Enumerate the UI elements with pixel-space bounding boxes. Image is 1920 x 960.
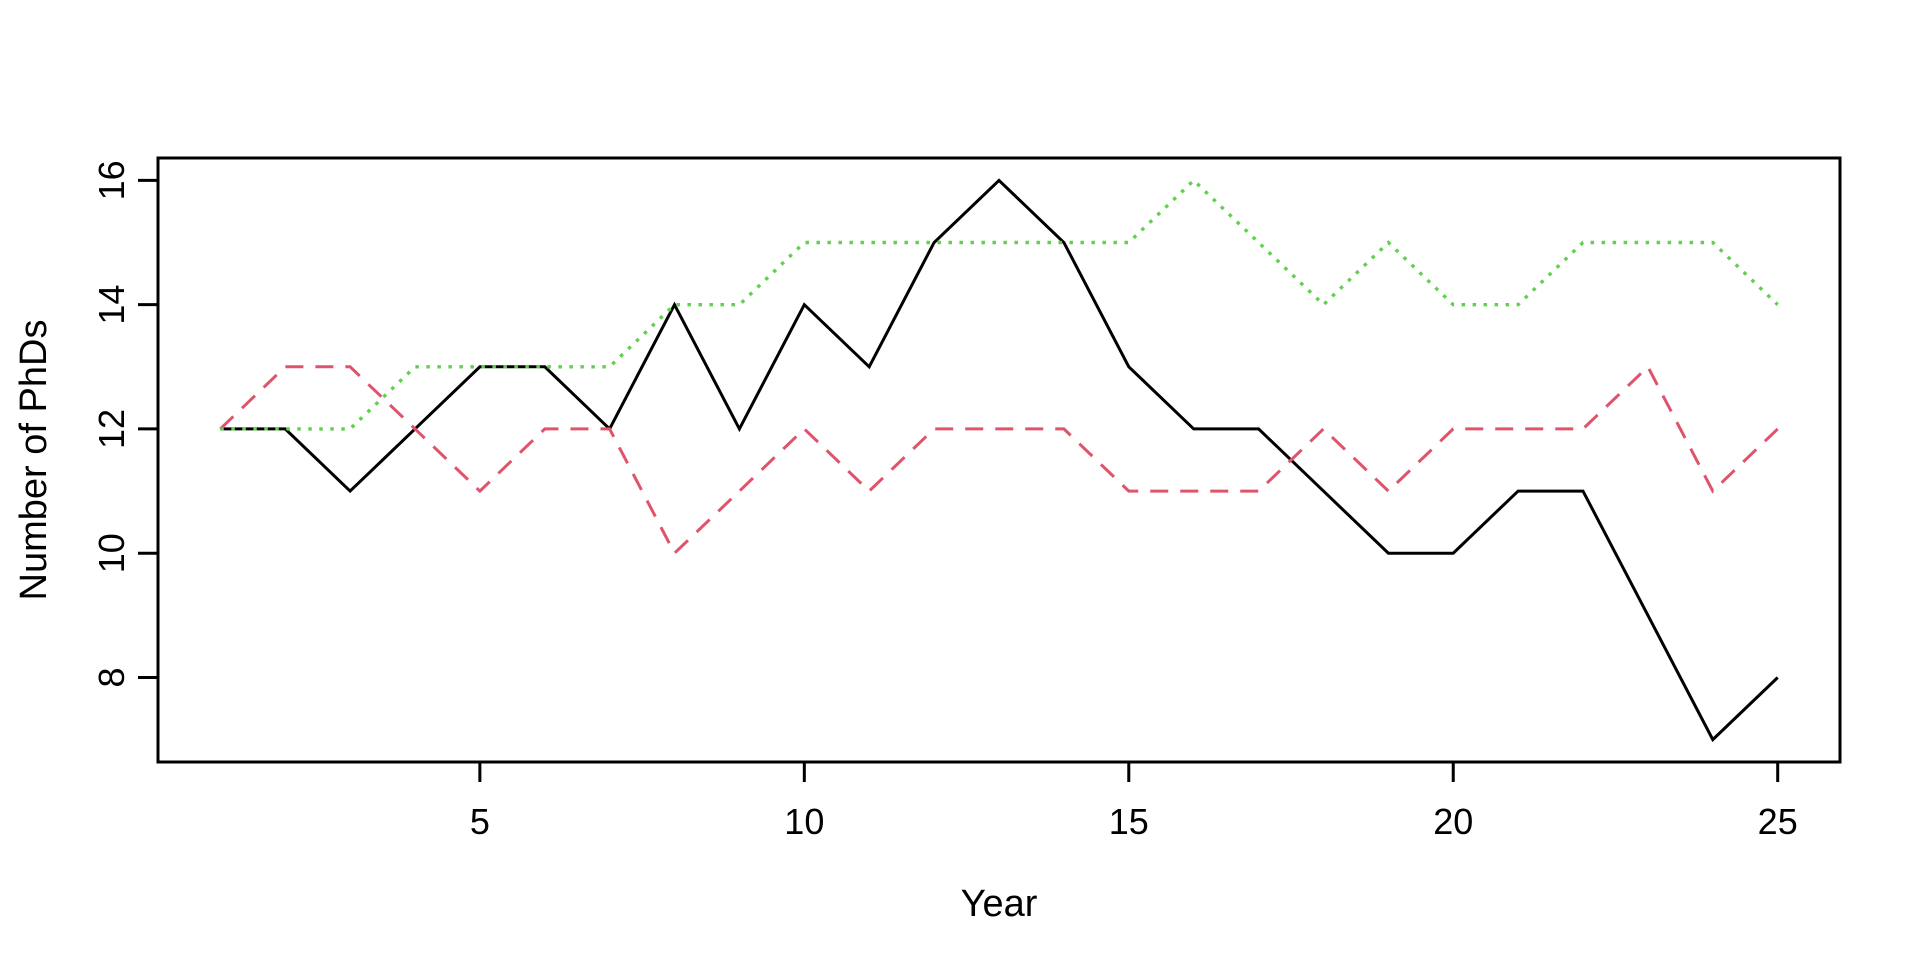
x-tick-label: 25: [1758, 801, 1798, 842]
series-line-1-solid: [220, 178, 1779, 743]
y-tick-label: 16: [91, 160, 132, 200]
x-axis-title: Year: [961, 883, 1038, 925]
x-tick-label: 15: [1109, 801, 1149, 842]
y-tick-label: 10: [91, 533, 132, 573]
x-tick-label: 10: [784, 801, 824, 842]
series-line-3-dotted: [220, 178, 1779, 431]
y-tick-label: 8: [91, 667, 132, 687]
y-tick-label: 14: [91, 285, 132, 325]
x-tick-label: 20: [1433, 801, 1473, 842]
plot-layer: 5 10 15 20 25 8 10 12 14 16: [91, 156, 1842, 842]
series-line-2-dashed: [219, 364, 1779, 556]
x-tick-label: 5: [470, 801, 490, 842]
y-tick-label: 12: [91, 409, 132, 449]
y-axis-title: Number of PhDs: [13, 320, 55, 601]
plot-border: [156, 156, 1842, 764]
